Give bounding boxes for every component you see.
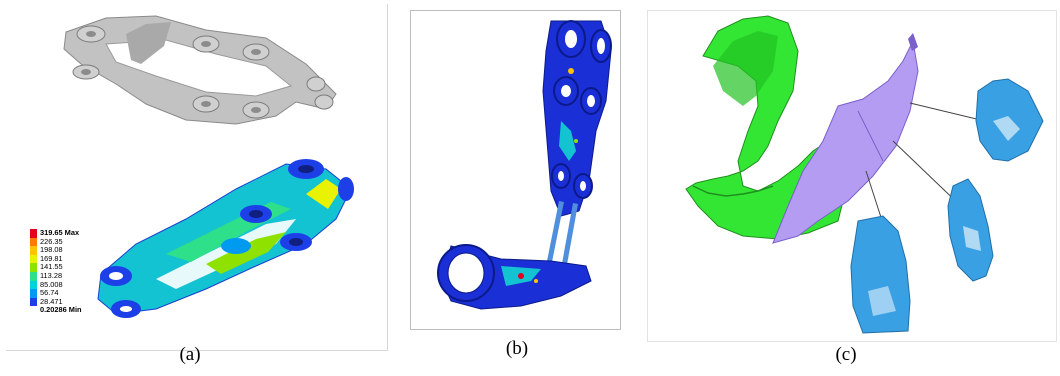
upper-plate xyxy=(542,20,612,217)
caption-b: (b) xyxy=(505,338,529,359)
legend-swatch-4 xyxy=(30,263,37,272)
legend-entry: 28.471 xyxy=(40,296,63,306)
implant-purple-model xyxy=(772,33,919,244)
implant-models-a xyxy=(63,15,354,318)
panel-c xyxy=(647,10,1057,342)
legend-max-label: Max xyxy=(64,228,80,237)
legend-min-value: 0.20286 xyxy=(40,305,67,315)
connecting-rods xyxy=(546,201,578,270)
legend-entry: 198.08 xyxy=(40,245,63,255)
legend-min-label: Min xyxy=(68,305,82,315)
legend-entry: 141.55 xyxy=(40,262,63,272)
legend-swatch-7 xyxy=(30,289,37,298)
stress-colored-implant-model xyxy=(97,159,354,318)
panel-a: 319.65 Max 226.35 198.08 169.81 141.55 1… xyxy=(6,4,388,351)
gray-implant-model xyxy=(63,15,337,125)
legend-entry: 85.008 xyxy=(40,279,63,289)
legend-swatch-3 xyxy=(30,254,37,264)
legend-entry: 56.74 xyxy=(40,288,59,298)
caption-a: (a) xyxy=(179,344,201,365)
legend-swatch-1 xyxy=(30,237,37,247)
mandible-models-c xyxy=(685,15,1044,334)
panel-b xyxy=(410,10,621,330)
caption-c: (c) xyxy=(835,344,857,365)
legend-swatch-8 xyxy=(30,297,37,307)
legend-swatch-0 xyxy=(30,229,37,238)
legend-max-value: 319.65 xyxy=(40,228,63,237)
legend-swatch-6 xyxy=(30,280,37,290)
legend-swatch-2 xyxy=(30,246,37,255)
legend-swatch-5 xyxy=(30,271,37,281)
implant-stress-model-b xyxy=(437,20,612,310)
lower-plate xyxy=(437,244,592,310)
legend-entry: 113.28 xyxy=(40,270,63,280)
stress-legend: 319.65 Max 226.35 198.08 169.81 141.55 1… xyxy=(30,228,82,315)
legend-entry: 169.81 xyxy=(40,253,63,263)
legend-entry: 226.35 xyxy=(40,236,63,246)
scan-blue-fragments xyxy=(850,78,1044,334)
